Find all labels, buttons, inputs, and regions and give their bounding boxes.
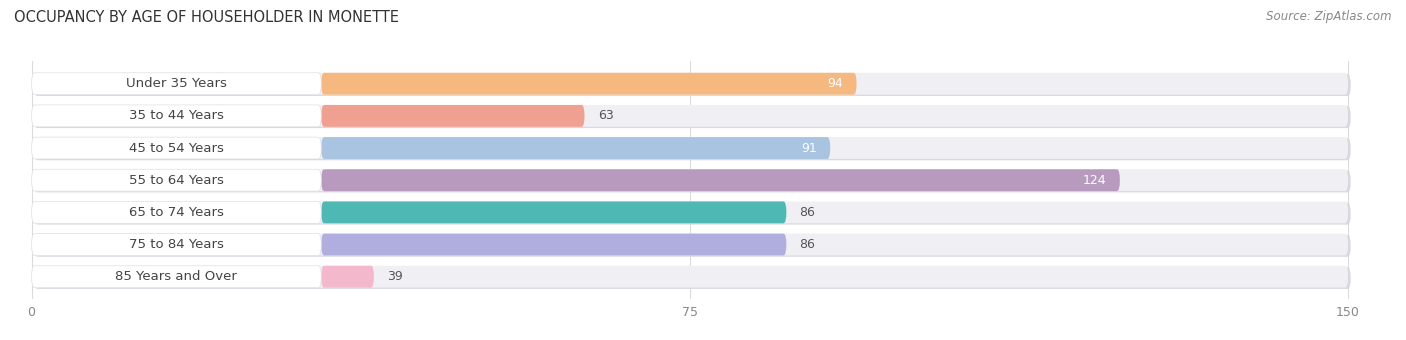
FancyBboxPatch shape bbox=[31, 105, 321, 127]
Text: 35 to 44 Years: 35 to 44 Years bbox=[129, 109, 224, 122]
FancyBboxPatch shape bbox=[31, 105, 1348, 127]
Text: 94: 94 bbox=[828, 77, 844, 90]
FancyBboxPatch shape bbox=[321, 234, 786, 255]
FancyBboxPatch shape bbox=[34, 138, 1351, 160]
FancyBboxPatch shape bbox=[31, 137, 1348, 159]
FancyBboxPatch shape bbox=[321, 105, 585, 127]
Text: 39: 39 bbox=[387, 270, 402, 283]
Text: 86: 86 bbox=[800, 206, 815, 219]
FancyBboxPatch shape bbox=[31, 73, 1348, 95]
Text: 124: 124 bbox=[1083, 174, 1107, 187]
FancyBboxPatch shape bbox=[321, 73, 856, 95]
FancyBboxPatch shape bbox=[321, 201, 786, 223]
Text: 85 Years and Over: 85 Years and Over bbox=[115, 270, 238, 283]
FancyBboxPatch shape bbox=[31, 169, 321, 191]
FancyBboxPatch shape bbox=[34, 171, 1351, 192]
Text: 75 to 84 Years: 75 to 84 Years bbox=[129, 238, 224, 251]
Text: 63: 63 bbox=[598, 109, 613, 122]
Text: Source: ZipAtlas.com: Source: ZipAtlas.com bbox=[1267, 10, 1392, 23]
FancyBboxPatch shape bbox=[321, 169, 1119, 191]
Text: 55 to 64 Years: 55 to 64 Years bbox=[129, 174, 224, 187]
FancyBboxPatch shape bbox=[31, 266, 1348, 288]
FancyBboxPatch shape bbox=[31, 201, 1348, 223]
Text: 45 to 54 Years: 45 to 54 Years bbox=[129, 141, 224, 155]
FancyBboxPatch shape bbox=[31, 73, 321, 95]
FancyBboxPatch shape bbox=[31, 137, 321, 159]
Text: OCCUPANCY BY AGE OF HOUSEHOLDER IN MONETTE: OCCUPANCY BY AGE OF HOUSEHOLDER IN MONET… bbox=[14, 10, 399, 25]
FancyBboxPatch shape bbox=[31, 201, 321, 223]
FancyBboxPatch shape bbox=[321, 137, 831, 159]
Text: 91: 91 bbox=[801, 141, 817, 155]
Text: Under 35 Years: Under 35 Years bbox=[127, 77, 226, 90]
FancyBboxPatch shape bbox=[34, 267, 1351, 289]
FancyBboxPatch shape bbox=[34, 74, 1351, 96]
FancyBboxPatch shape bbox=[31, 234, 321, 255]
FancyBboxPatch shape bbox=[34, 203, 1351, 225]
FancyBboxPatch shape bbox=[34, 235, 1351, 257]
Text: 86: 86 bbox=[800, 238, 815, 251]
FancyBboxPatch shape bbox=[31, 169, 1348, 191]
FancyBboxPatch shape bbox=[31, 266, 321, 288]
FancyBboxPatch shape bbox=[321, 266, 374, 288]
Text: 65 to 74 Years: 65 to 74 Years bbox=[129, 206, 224, 219]
FancyBboxPatch shape bbox=[34, 106, 1351, 128]
FancyBboxPatch shape bbox=[31, 234, 1348, 255]
